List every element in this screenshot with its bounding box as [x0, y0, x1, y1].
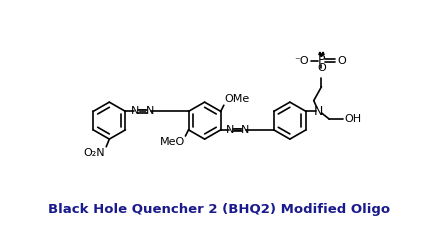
Text: P: P	[318, 54, 325, 67]
Text: N: N	[241, 125, 250, 135]
Text: OMe: OMe	[225, 94, 250, 104]
Text: ⁻O: ⁻O	[294, 56, 309, 65]
Text: Black Hole Quencher 2 (BHQ2) Modified Oligo: Black Hole Quencher 2 (BHQ2) Modified Ol…	[48, 203, 390, 217]
Text: =: =	[233, 125, 243, 135]
Text: MeO: MeO	[159, 137, 184, 147]
Text: O₂N: O₂N	[83, 148, 105, 157]
Text: =: =	[138, 106, 147, 116]
Text: O: O	[338, 56, 347, 65]
Text: O: O	[317, 63, 326, 73]
Text: OH: OH	[345, 114, 362, 124]
Text: N: N	[146, 106, 155, 116]
Text: N: N	[314, 105, 323, 118]
Text: N: N	[131, 106, 139, 116]
Text: N: N	[226, 125, 234, 135]
